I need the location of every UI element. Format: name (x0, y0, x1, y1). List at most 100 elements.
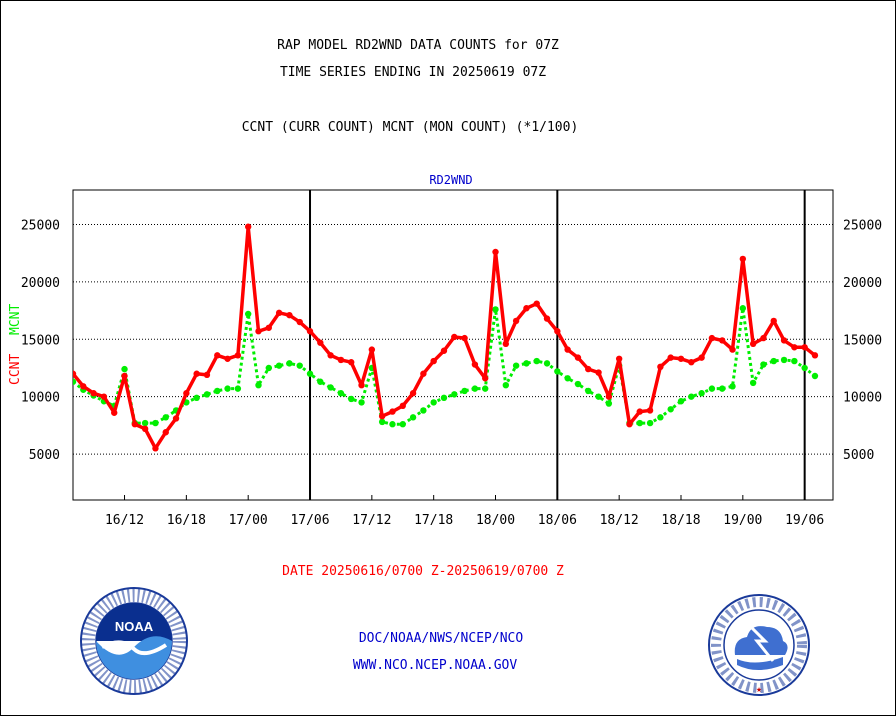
data-point-ccnt (791, 344, 798, 351)
data-point-mcnt (760, 361, 767, 368)
data-point-mcnt (430, 399, 437, 406)
x-tick-label: 18/12 (600, 513, 639, 528)
x-tick-label: 18/06 (538, 513, 577, 528)
data-point-ccnt (337, 356, 345, 364)
data-point-mcnt (719, 385, 726, 392)
noaa-logo: NOAA (80, 587, 188, 695)
data-point-mcnt (296, 362, 303, 369)
data-point-ccnt (317, 339, 324, 346)
data-point-mcnt (141, 419, 149, 427)
data-point-ccnt (141, 425, 149, 433)
data-point-mcnt (234, 385, 242, 392)
chart-subtitle: CCNT (CURR COUNT) MCNT (MON COUNT) (*1/1… (241, 120, 579, 135)
data-point-ccnt (708, 334, 716, 342)
data-point-ccnt (512, 317, 520, 325)
data-point-ccnt (440, 347, 448, 354)
data-point-ccnt (255, 328, 262, 335)
y-tick-label-left: 25000 (21, 218, 60, 233)
data-point-ccnt (502, 340, 510, 348)
data-point-ccnt (162, 429, 169, 436)
data-point-ccnt (595, 369, 602, 376)
nco-link[interactable]: DOC/NOAA/NWS/NCEP/NCO (358, 631, 524, 646)
data-point-ccnt (183, 390, 190, 397)
data-point-ccnt (234, 352, 242, 359)
data-point-mcnt (121, 365, 128, 373)
data-point-ccnt (749, 340, 757, 348)
data-point-mcnt (399, 421, 406, 428)
series-line-mcnt (73, 306, 816, 426)
data-point-mcnt (770, 357, 777, 365)
x-tick-label: 17/06 (290, 513, 329, 528)
nco-website-link[interactable]: WWW.NCO.NCEP.NOAA.GOV (352, 658, 518, 673)
data-point-mcnt (482, 385, 489, 392)
data-point-mcnt (471, 385, 479, 392)
data-point-ccnt (574, 354, 582, 361)
x-tick-label: 18/00 (476, 513, 515, 528)
data-point-ccnt (564, 346, 571, 353)
data-point-mcnt (317, 378, 324, 385)
data-point-ccnt (90, 390, 97, 397)
y-tick-label-right: 10000 (843, 391, 882, 406)
data-point-mcnt (749, 379, 757, 387)
data-point-mcnt (73, 378, 77, 385)
data-point-mcnt (244, 310, 252, 318)
data-point-mcnt (162, 414, 169, 421)
data-point-mcnt (801, 364, 808, 372)
data-point-mcnt (255, 381, 262, 389)
data-point-ccnt (451, 333, 458, 341)
data-point-ccnt (409, 390, 417, 397)
data-point-ccnt (100, 393, 108, 400)
y-tick-label-left: 10000 (21, 391, 60, 406)
data-point-ccnt (399, 402, 406, 410)
data-point-mcnt (214, 387, 221, 395)
data-point-ccnt (770, 317, 777, 325)
data-point-ccnt (378, 412, 386, 420)
y-tick-label-right: 5000 (843, 448, 874, 463)
data-point-ccnt (760, 334, 767, 342)
data-point-ccnt (739, 255, 747, 263)
data-point-mcnt (729, 383, 736, 390)
data-point-ccnt (615, 355, 623, 362)
data-point-ccnt (677, 355, 685, 362)
data-point-mcnt (420, 407, 427, 414)
data-point-ccnt (698, 354, 705, 361)
data-point-mcnt (543, 360, 551, 367)
data-point-ccnt (811, 352, 819, 359)
chart-title-line2: TIME SERIES ENDING IN 20250619 07Z (279, 65, 547, 80)
data-point-ccnt (482, 375, 489, 382)
data-point-ccnt (605, 393, 613, 400)
data-point-ccnt (348, 359, 355, 366)
data-point-ccnt (492, 248, 499, 256)
data-point-mcnt (306, 370, 314, 377)
data-point-ccnt (780, 337, 788, 344)
data-point-mcnt (708, 385, 716, 392)
data-point-ccnt (286, 311, 293, 319)
data-point-mcnt (667, 406, 674, 413)
data-point-ccnt (121, 372, 128, 380)
data-point-mcnt (533, 357, 540, 365)
data-point-mcnt (657, 414, 664, 421)
data-point-mcnt (636, 419, 643, 427)
data-point-ccnt (729, 346, 736, 353)
x-tick-label: 19/00 (723, 513, 762, 528)
data-point-mcnt (791, 357, 798, 365)
data-point-ccnt (389, 408, 396, 415)
data-point-mcnt (451, 391, 458, 398)
series-ccnt (73, 223, 819, 452)
x-tick-label: 16/18 (167, 513, 206, 528)
data-point-mcnt (152, 419, 159, 427)
data-point-ccnt (244, 223, 252, 230)
data-point-mcnt (739, 305, 747, 312)
data-point-mcnt (286, 360, 293, 367)
data-point-ccnt (131, 421, 139, 428)
y-tick-label-left: 5000 (29, 448, 60, 463)
data-point-ccnt (471, 361, 479, 368)
data-point-mcnt (461, 387, 468, 395)
data-point-mcnt (595, 393, 602, 400)
data-point-mcnt (203, 391, 211, 398)
data-point-ccnt (214, 352, 221, 359)
data-point-mcnt (512, 362, 520, 369)
data-point-ccnt (111, 409, 118, 416)
data-point-ccnt (533, 300, 540, 307)
